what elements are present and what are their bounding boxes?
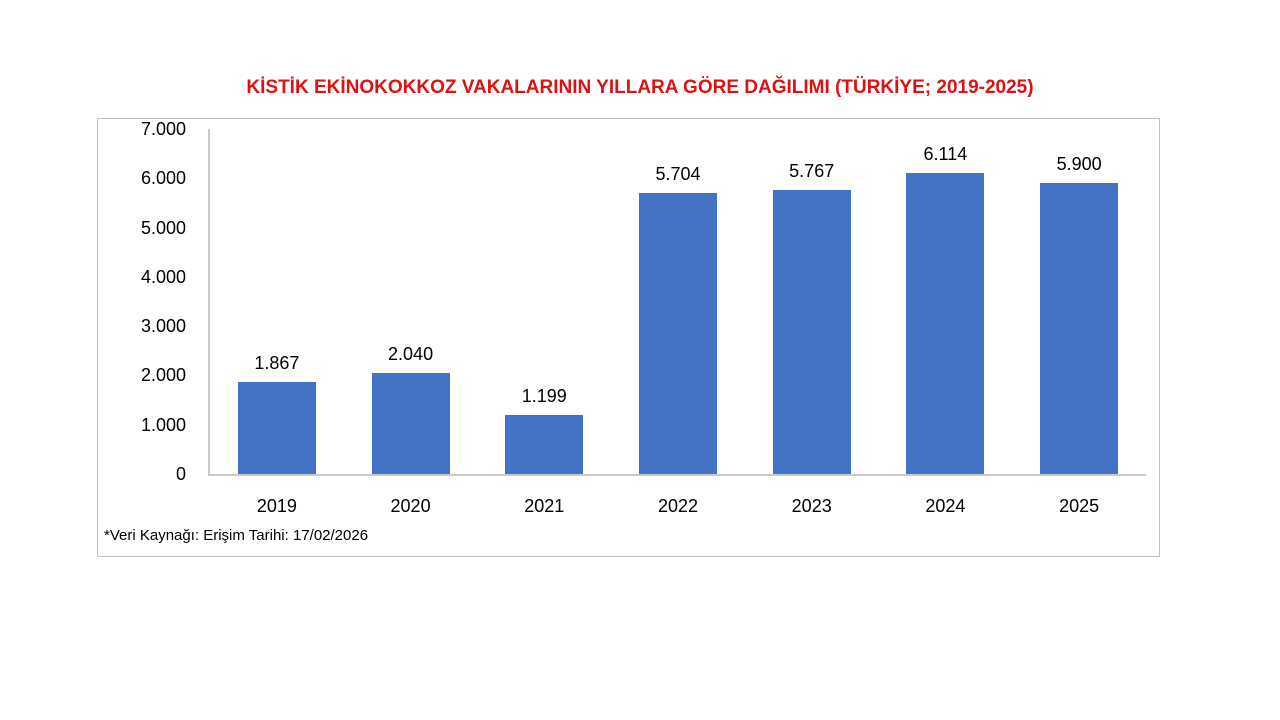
- y-tick-label: 1.000: [140, 414, 186, 435]
- x-axis-label-2023: 2023: [791, 496, 832, 516]
- bar-value-label-2022: 5.704: [655, 164, 701, 184]
- bar-2021: [505, 415, 584, 474]
- bar-value-label-2024: 6.114: [923, 144, 968, 164]
- x-axis-label-2025: 2025: [1059, 496, 1100, 516]
- footnote: *Veri Kaynağı: Erişim Tarihi: 17/02/2026: [104, 527, 369, 544]
- y-tick-label: 7.000: [140, 119, 186, 139]
- bar-2019: [237, 382, 316, 474]
- bar-value-label-2021: 1.199: [521, 386, 567, 406]
- y-tick-label: 3.000: [140, 316, 186, 337]
- y-tick-label: 5.000: [140, 217, 186, 238]
- y-tick-label: 2.000: [140, 365, 186, 386]
- x-axis-label-2020: 2020: [390, 496, 431, 516]
- y-axis-labels: 0 1.000 2.000 3.000 4.000 5.000 6.000 7.000: [98, 119, 194, 556]
- y-tick-label: 6.000: [140, 168, 186, 189]
- bar-value-label-2019: 1.867: [254, 353, 300, 373]
- bar-value-label-2023: 5.767: [789, 161, 835, 181]
- y-tick-label: 0: [175, 464, 186, 484]
- bar-value-label-2025: 5.900: [1056, 154, 1102, 174]
- plot-area: 1.867 2019 2.040 2020 1.199 2021 5.704 2022 5.76…: [208, 129, 1146, 516]
- bar-2024: [906, 173, 985, 474]
- bar-value-label-2020: 2.040: [388, 344, 434, 364]
- bar-2023: [772, 190, 851, 474]
- x-axis-label-2022: 2022: [657, 496, 699, 516]
- bar-2022: [639, 193, 717, 474]
- chart-title: KİSTİK EKİNOKOKKOZ VAKALARININ YILLARA G…: [246, 77, 1034, 98]
- x-axis-label-2019: 2019: [256, 496, 297, 516]
- y-tick-label: 4.000: [140, 266, 186, 287]
- x-axis-label-2021: 2021: [524, 496, 565, 516]
- bar-2025: [1040, 183, 1119, 474]
- bar-2020: [371, 373, 450, 474]
- x-axis-label-2024: 2024: [925, 496, 966, 516]
- chart-frame: 0 1.000 2.000 3.000 4.000 5.000 6.000 7.000 1.8…: [97, 118, 1160, 557]
